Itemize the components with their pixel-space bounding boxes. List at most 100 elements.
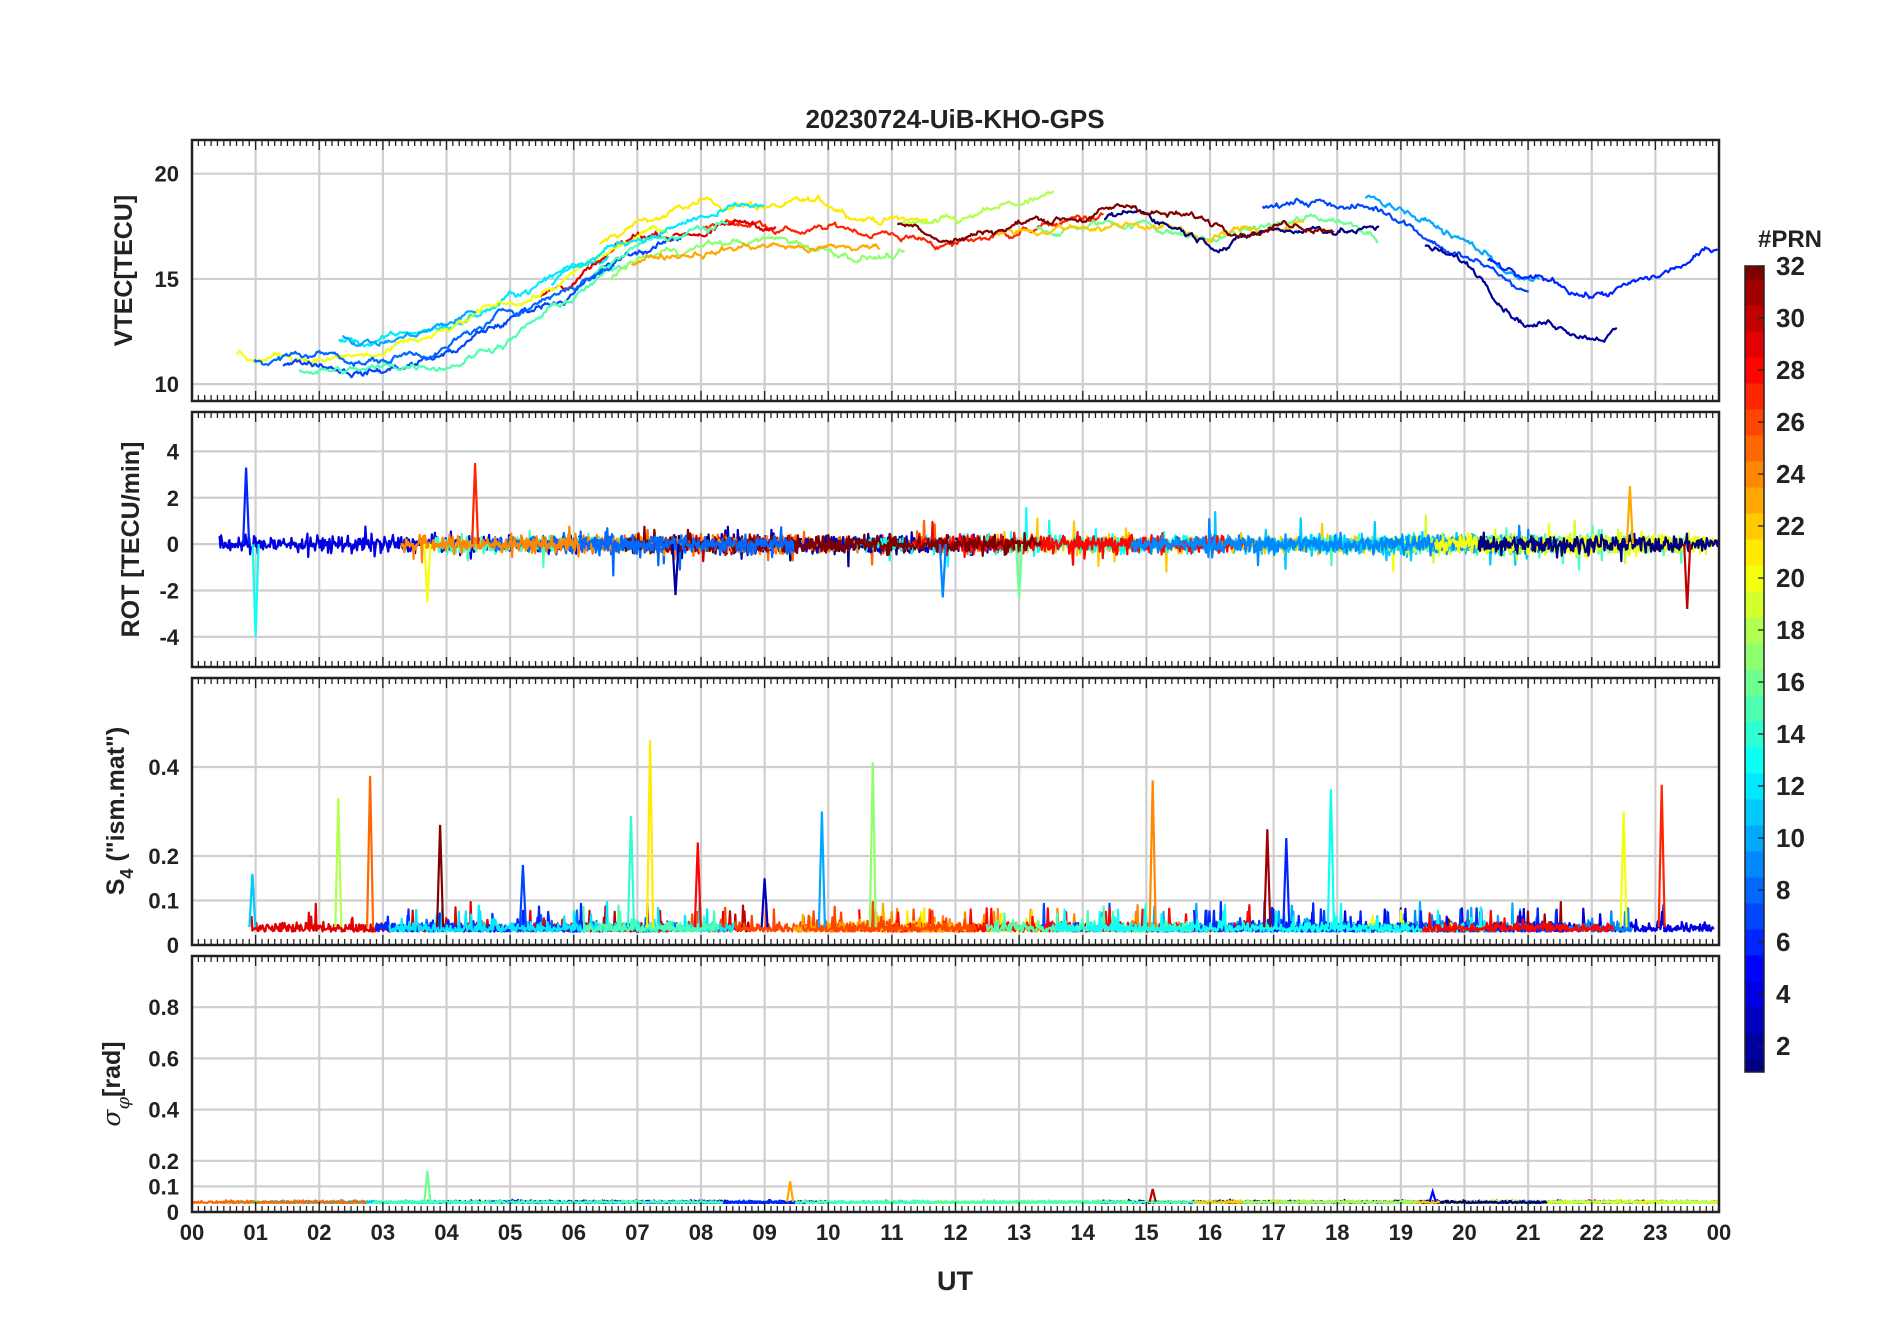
series-line — [1421, 909, 1615, 933]
colorbar-segment — [1745, 773, 1764, 800]
x-tick-label: 15 — [1134, 1220, 1158, 1245]
colorbar-frame — [1744, 265, 1765, 1073]
sigma-phi-y-label-main: σ — [97, 1109, 126, 1127]
series-peak — [366, 775, 375, 928]
series-peak — [671, 544, 680, 596]
rot-y-label: ROT [TECU/min] — [117, 442, 145, 638]
colorbar-tick-label: 20 — [1776, 563, 1805, 593]
series-line — [372, 1199, 724, 1205]
series-peak — [471, 462, 480, 545]
y-tick-label: 0.1 — [148, 1174, 179, 1199]
x-tick-label: 02 — [307, 1220, 331, 1245]
colorbar-segment — [1745, 643, 1764, 670]
x-tick-label: 07 — [625, 1220, 649, 1245]
colorbar-segment — [1745, 981, 1764, 1008]
x-tick-label: 04 — [434, 1220, 459, 1245]
x-tick-labels: 00 01 02 03 04 05 06 07 08 09 10 11 12 13 14 15 16 17 18 19… — [180, 1220, 1731, 1245]
colorbar-segment — [1745, 591, 1764, 618]
x-tick-label: 03 — [371, 1220, 395, 1245]
y-tick-label: 0.1 — [148, 889, 179, 914]
colorbar-segment — [1745, 669, 1764, 696]
y-tick-label: 20 — [155, 162, 179, 187]
x-tick-label: 17 — [1261, 1220, 1285, 1245]
colorbar-segment — [1745, 825, 1764, 852]
colorbar-segment — [1745, 305, 1764, 332]
y-tick-label: -4 — [159, 625, 179, 650]
colorbar-tick-label: 4 — [1776, 979, 1791, 1009]
series-line — [282, 236, 682, 379]
colorbar-tick-label: 2 — [1776, 1031, 1790, 1061]
colorbar-segment — [1745, 877, 1764, 904]
series-line — [610, 235, 906, 281]
series-peak — [251, 544, 260, 637]
y-tick-label: 10 — [155, 372, 179, 397]
colorbar-segment — [1745, 799, 1764, 826]
sigma-phi-y-label-rest: [rad] — [98, 1041, 126, 1097]
colorbar-segment — [1745, 513, 1764, 540]
x-tick-label: 16 — [1198, 1220, 1222, 1245]
series-peak — [423, 1170, 432, 1202]
series-peak — [1619, 811, 1628, 928]
series-line — [1477, 531, 1719, 563]
series-line — [896, 203, 1335, 244]
vtec-grid — [190, 140, 1721, 401]
x-tick-label: 12 — [943, 1220, 967, 1245]
s4-y-label: S4 ("ism.mat") — [102, 727, 137, 896]
x-axis-label: UT — [937, 1266, 973, 1296]
sigma-phi-frame — [190, 954, 1721, 1214]
series-peak — [760, 878, 769, 928]
rot-series — [218, 462, 1719, 637]
s4-y-label-main: S — [102, 879, 130, 896]
series-line — [1424, 244, 1618, 343]
colorbar-segment — [1745, 617, 1764, 644]
sigma-phi-series — [192, 1170, 1719, 1205]
colorbar-segment — [1745, 721, 1764, 748]
colorbar-segment — [1745, 435, 1764, 462]
y-tick-label: 0 — [167, 1200, 179, 1225]
colorbar-tick-label: 32 — [1776, 251, 1805, 281]
colorbar-segment — [1745, 383, 1764, 410]
y-tick-label: 0.2 — [148, 1149, 179, 1174]
s4-series — [248, 740, 1715, 933]
s4-grid — [190, 678, 1721, 947]
sigma-phi-y-label: σφ[rad] — [97, 1041, 134, 1126]
x-tick-label: 10 — [816, 1220, 840, 1245]
x-tick-label: 00 — [180, 1220, 204, 1245]
series-peak — [518, 864, 527, 928]
y-tick-label: 0.4 — [148, 755, 179, 780]
series-line — [592, 219, 729, 276]
s4-panel: 0 0.1 0.2 0.4 S4 ("ism.mat") — [102, 676, 1721, 958]
series-line — [253, 264, 615, 367]
x-tick-label: 06 — [562, 1220, 586, 1245]
series-peak — [786, 1181, 795, 1202]
y-tick-label: 2 — [167, 486, 179, 511]
colorbar-segment — [1745, 1033, 1764, 1060]
series-line — [1035, 213, 1379, 244]
y-tick-label: 0.8 — [148, 995, 179, 1020]
series-line — [342, 310, 477, 348]
x-tick-label: 23 — [1643, 1220, 1667, 1245]
colorbar-segment — [1745, 1059, 1764, 1073]
series-peak — [1657, 784, 1666, 928]
series-peak — [1625, 486, 1634, 545]
series-line — [550, 201, 765, 286]
series-peak — [646, 740, 655, 928]
series-line — [192, 1198, 368, 1205]
y-tick-label: 0.2 — [148, 844, 179, 869]
vtec-y-ticks: 10 15 20 — [155, 162, 179, 397]
x-tick-label: 19 — [1389, 1220, 1413, 1245]
rot-panel: -4 -2 0 2 4 ROT [TECU/min] — [117, 410, 1721, 669]
colorbar-segment — [1745, 747, 1764, 774]
colorbar-segment — [1745, 1007, 1764, 1034]
series-line — [298, 264, 628, 375]
series-peak — [1683, 544, 1692, 610]
x-tick-label: 22 — [1580, 1220, 1604, 1245]
vtec-panel: 10 15 20 VTEC[TECU] — [110, 138, 1721, 403]
colorbar-segment — [1745, 279, 1764, 306]
sigma-phi-y-label-sub: φ — [113, 1097, 134, 1110]
colorbar-tick-label: 16 — [1776, 667, 1805, 697]
s4-y-ticks: 0 0.1 0.2 0.4 — [148, 755, 179, 958]
colorbar-gradient — [1745, 266, 1764, 1073]
